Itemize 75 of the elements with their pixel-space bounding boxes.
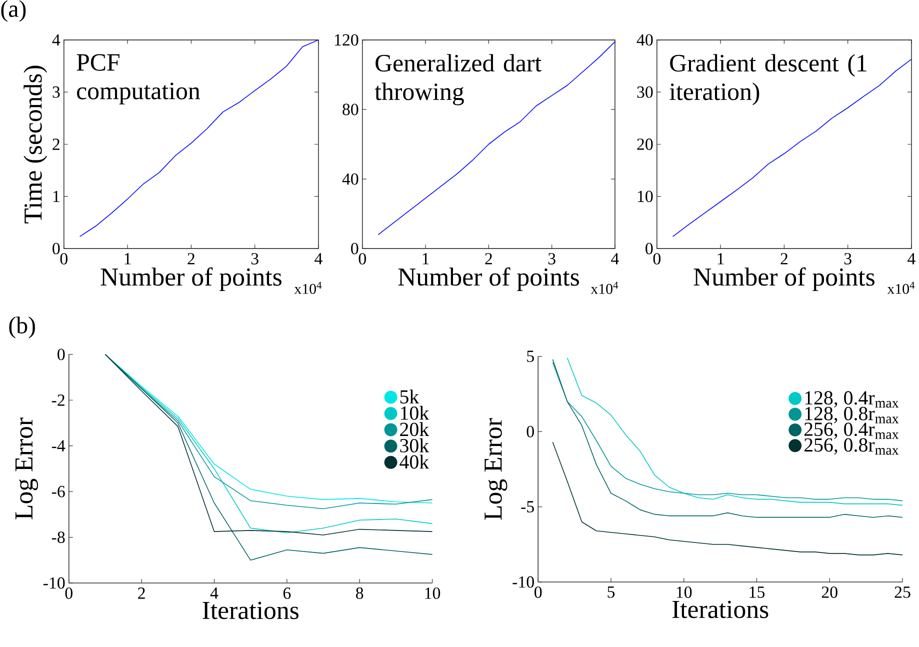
x-tick-label: 2 xyxy=(780,253,788,264)
text: (a) xyxy=(1,0,26,22)
y-tick-label: -5 xyxy=(521,501,534,512)
y-tick-label: 20 xyxy=(637,138,653,150)
legend-label: 40k xyxy=(400,454,430,469)
x-axis-title: Iterations xyxy=(672,600,768,618)
legend-label: 128, 0.8r$_{max}$ xyxy=(805,406,899,424)
x-tick-label: 0 xyxy=(65,588,72,599)
x-tick-label: 10 xyxy=(676,586,692,598)
text: (b) xyxy=(9,316,35,338)
x-tick-label: 15 xyxy=(750,586,765,598)
text: x10$^{4}$ xyxy=(887,282,915,294)
legend-label: 5k xyxy=(400,390,420,404)
legend-label: 20k xyxy=(400,422,430,436)
text: PCF computation xyxy=(76,54,200,104)
x-tick-label: 3 xyxy=(251,253,258,264)
x-tick-label: 0 xyxy=(358,253,366,265)
y-axis-title: Log Error xyxy=(484,418,508,520)
y-axis-title: Time (seconds) xyxy=(24,66,48,224)
y-tick-label: -4 xyxy=(52,440,66,452)
y-tick-label: -6 xyxy=(52,486,65,498)
y-tick-label: 3 xyxy=(52,86,60,98)
y-tick-label: 4 xyxy=(52,34,60,46)
y-tick-label: 40 xyxy=(342,173,358,185)
y-tick-label: 80 xyxy=(342,104,358,116)
y-tick-label: -8 xyxy=(52,532,65,544)
y-tick-label: 40 xyxy=(636,34,653,46)
text: x10$^{4}$ xyxy=(294,282,322,294)
x-axis-title: Number of points xyxy=(398,267,579,292)
x-tick-label: 2 xyxy=(138,588,145,599)
legend-label: 30k xyxy=(400,438,430,452)
y-tick-label: -10 xyxy=(512,576,534,588)
text: x10$^{4}$ xyxy=(590,282,618,294)
x-tick-label: 4 xyxy=(314,253,322,264)
x-axis-title: Iterations xyxy=(202,602,298,620)
legend-label: 10k xyxy=(400,406,430,420)
y-tick-label: 0 xyxy=(351,242,358,254)
y-tick-label: -10 xyxy=(43,577,65,589)
y-tick-label: 2 xyxy=(52,138,60,150)
x-tick-label: 1 xyxy=(124,253,131,264)
y-tick-label: 1 xyxy=(53,190,60,202)
x-tick-label: 25 xyxy=(894,586,910,598)
y-tick-label: 120 xyxy=(335,34,358,46)
legend-label: 128, 0.4r$_{max}$ xyxy=(805,391,899,408)
y-tick-label: 30 xyxy=(637,86,653,98)
x-axis-title: Number of points xyxy=(100,267,282,292)
x-tick-label: 2 xyxy=(485,253,492,264)
y-axis-title: Log Error xyxy=(15,418,38,520)
y-tick-label: 0 xyxy=(52,242,60,254)
y-tick-label: 10 xyxy=(638,190,653,202)
text: Generalized dart throwing xyxy=(374,54,542,106)
x-tick-label: 1 xyxy=(718,253,724,264)
x-tick-label: 4 xyxy=(210,588,218,599)
x-tick-label: 10 xyxy=(425,588,440,599)
x-tick-label: 20 xyxy=(822,586,838,598)
x-tick-label: 3 xyxy=(548,253,556,264)
x-tick-label: 1 xyxy=(422,253,429,264)
y-tick-label: 0 xyxy=(58,348,65,360)
x-tick-label: 5 xyxy=(608,586,615,598)
legend-label: 256, 0.8r$_{max}$ xyxy=(804,438,899,455)
legend-label: 256, 0.4r$_{max}$ xyxy=(804,422,899,440)
x-tick-label: 0 xyxy=(534,586,542,598)
x-tick-label: 8 xyxy=(356,588,364,599)
y-tick-label: 0 xyxy=(646,242,653,254)
x-tick-label: 2 xyxy=(188,253,194,264)
y-tick-label: 0 xyxy=(526,426,534,438)
x-tick-label: 4 xyxy=(908,253,916,264)
y-tick-label: -2 xyxy=(52,394,64,406)
y-tick-label: 5 xyxy=(527,350,534,362)
x-tick-label: 3 xyxy=(844,253,852,264)
x-tick-label: 4 xyxy=(611,253,619,264)
x-axis-title: Number of points xyxy=(694,267,874,292)
x-tick-label: 6 xyxy=(283,588,291,599)
text: Gradient descent (1 iteration) xyxy=(670,54,866,106)
x-tick-label: 0 xyxy=(653,253,660,265)
